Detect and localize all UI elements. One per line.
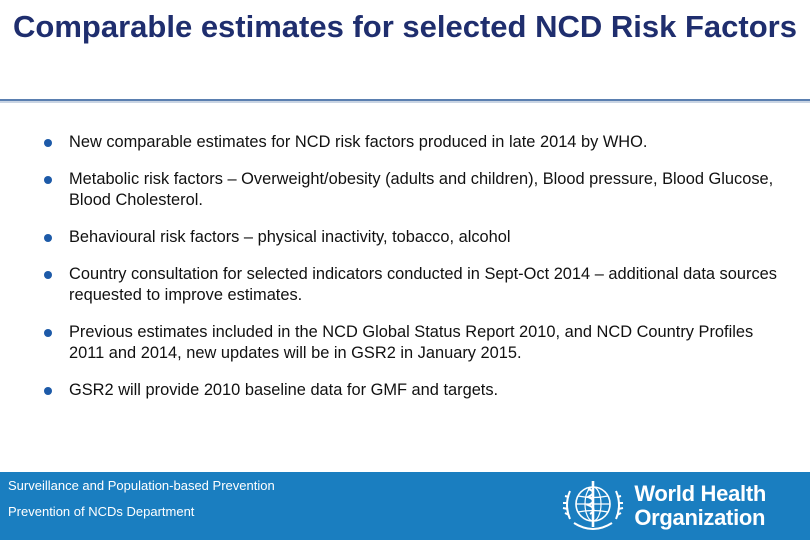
bullet-item: Country consultation for selected indica…: [44, 264, 784, 306]
footer-unit-label: Surveillance and Population-based Preven…: [8, 478, 275, 493]
who-wordmark-line2: Organization: [634, 505, 766, 530]
bullet-item: GSR2 will provide 2010 baseline data for…: [44, 380, 784, 401]
footer-bar: Surveillance and Population-based Preven…: [0, 472, 810, 540]
slide-title: Comparable estimates for selected NCD Ri…: [13, 9, 797, 44]
bullet-item: Metabolic risk factors – Overweight/obes…: [44, 169, 784, 211]
bullet-dot-icon: [44, 176, 52, 184]
bullet-item: New comparable estimates for NCD risk fa…: [44, 132, 784, 153]
bullet-item: Behavioural risk factors – physical inac…: [44, 227, 784, 248]
bullet-item: Previous estimates included in the NCD G…: [44, 322, 784, 364]
who-emblem-icon: [560, 475, 626, 537]
bullet-dot-icon: [44, 271, 52, 279]
bullet-dot-icon: [44, 329, 52, 337]
bullet-text: Behavioural risk factors – physical inac…: [69, 228, 511, 246]
who-wordmark: World Health Organization: [634, 482, 766, 530]
bullet-text: Previous estimates included in the NCD G…: [69, 323, 754, 362]
footer-department-label: Prevention of NCDs Department: [8, 504, 195, 519]
bullet-list: New comparable estimates for NCD risk fa…: [44, 132, 784, 417]
bullet-text: Country consultation for selected indica…: [69, 265, 777, 304]
who-wordmark-line1: World Health: [634, 481, 766, 506]
bullet-text: New comparable estimates for NCD risk fa…: [69, 133, 648, 151]
bullet-text: Metabolic risk factors – Overweight/obes…: [69, 170, 774, 209]
who-logo: World Health Organization: [560, 475, 766, 537]
bullet-text: GSR2 will provide 2010 baseline data for…: [69, 381, 499, 399]
title-divider-shadow: [0, 101, 810, 103]
bullet-dot-icon: [44, 234, 52, 242]
bullet-dot-icon: [44, 139, 52, 147]
title-divider: [0, 99, 810, 101]
bullet-dot-icon: [44, 387, 52, 395]
